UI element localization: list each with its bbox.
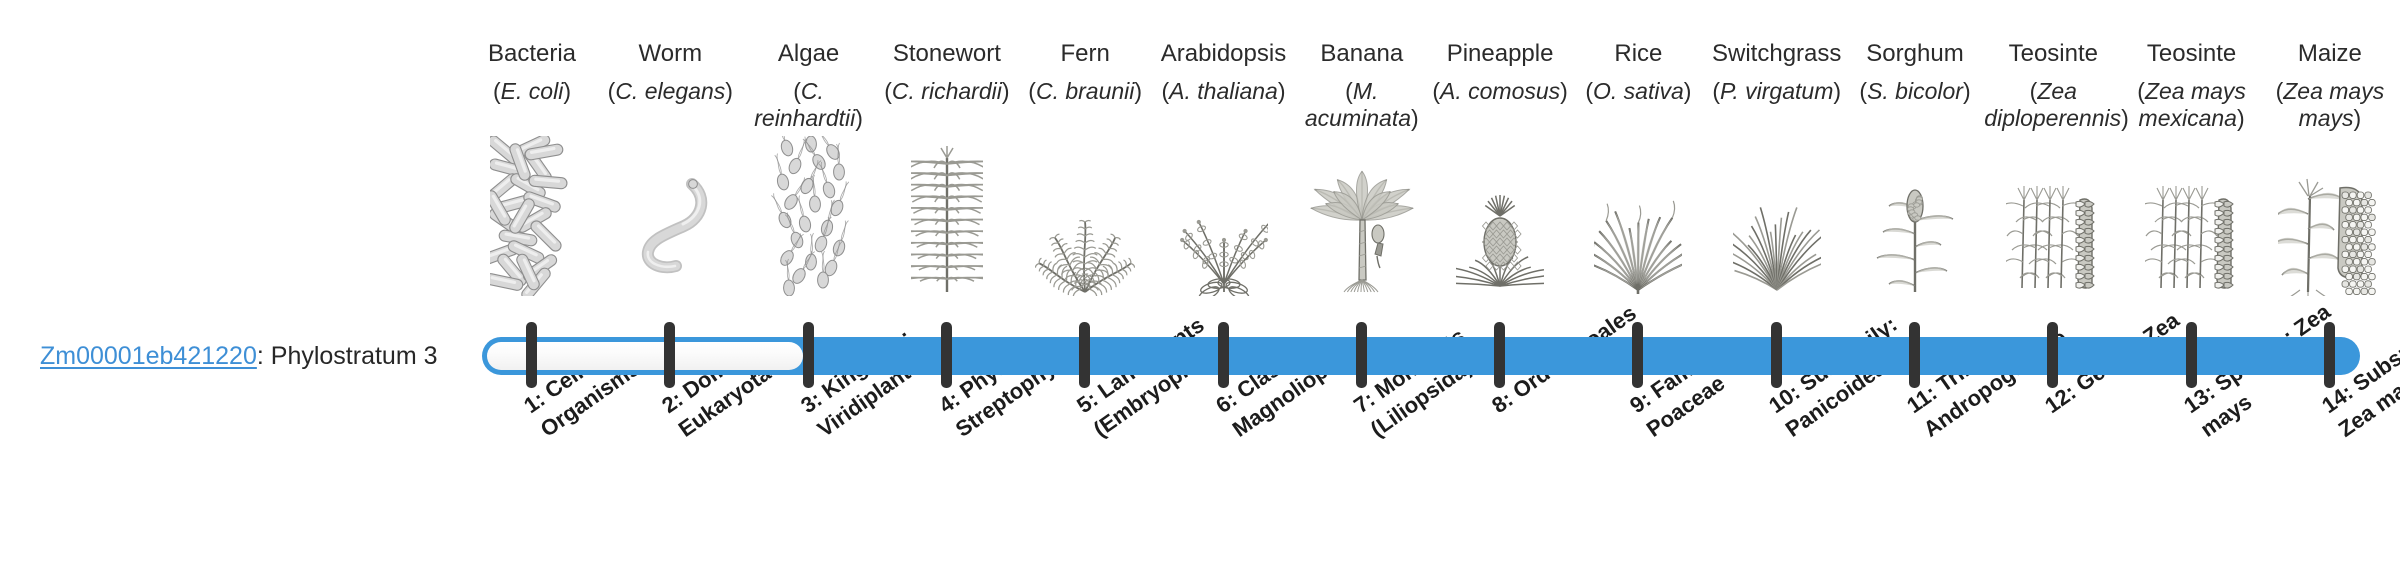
species-common-name: Rice [1614, 40, 1663, 67]
tick-mark-4[interactable] [940, 322, 952, 388]
species-column-stonewort: Stonewort (C. richardii) [878, 0, 1016, 580]
species-column-sorghum: Sorghum (S. bicolor) [1846, 0, 1984, 580]
sorghum-stalk-icon [1846, 168, 1984, 296]
species-column-rice: Rice (O. sativa) [1569, 0, 1707, 580]
tick-mark-14[interactable] [2323, 322, 2335, 388]
species-scientific-name: (C. braunii) [1028, 78, 1143, 104]
tick-mark-10[interactable] [1770, 322, 1782, 388]
species-common-name: Sorghum [1866, 40, 1964, 67]
species-scientific-name: (S. bicolor) [1859, 78, 1971, 104]
species-common-name: Pineapple [1446, 40, 1554, 67]
tick-mark-8[interactable] [1494, 322, 1506, 388]
tick-mark-3[interactable] [802, 322, 814, 388]
species-scientific-name: (Zea diploperennis) [1984, 78, 2129, 131]
tick-mark-9[interactable] [1632, 322, 1644, 388]
species-common-name: Banana [1320, 40, 1404, 67]
species-scientific-name: (Zea mays mexicana) [2137, 78, 2246, 131]
gene-phylostratum-label: Zm00001eb421220: Phylostratum 3 [40, 341, 460, 371]
species-common-name: Fern [1060, 40, 1110, 67]
rice-grass-icon [1569, 168, 1707, 296]
switchgrass-clump-icon [1708, 168, 1846, 296]
species-common-name: Arabidopsis [1160, 40, 1287, 67]
species-scientific-name: (C. reinhardtii) [754, 78, 863, 131]
bacteria-rods-icon [463, 136, 601, 296]
tick-mark-7[interactable] [1355, 322, 1367, 388]
species-common-name: Stonewort [892, 40, 1001, 67]
maize-ear-icon [2261, 168, 2399, 296]
species-column-arabidopsis: Arabidopsis (A. thaliana) [1155, 0, 1293, 580]
species-column-switchgrass: Switchgrass (P. virgatum) [1708, 0, 1846, 580]
gene-label-separator: : [256, 342, 271, 370]
species-column-bacteria: Bacteria (E. coli) [463, 0, 601, 580]
species-column-teosinte: Teosinte (Zea mays mexicana) [2123, 0, 2261, 580]
banana-palm-icon [1293, 168, 1431, 296]
species-common-name: Worm [638, 40, 703, 67]
species-common-name: Switchgrass [1712, 40, 1842, 67]
species-scientific-name: (C. richardii) [884, 78, 1010, 104]
arabidopsis-rosette-icon [1155, 168, 1293, 296]
phylostratum-text: Phylostratum 3 [270, 342, 438, 370]
species-scientific-name: (E. coli) [493, 78, 571, 104]
species-scientific-name: (A. comosus) [1432, 78, 1568, 104]
pineapple-plant-icon [1431, 168, 1569, 296]
nematode-worm-icon [601, 168, 739, 296]
species-common-name: Bacteria [487, 40, 577, 67]
species-column-fern: Fern (C. braunii) [1016, 0, 1154, 580]
tick-mark-1[interactable] [526, 322, 537, 388]
tick-mark-2[interactable] [664, 322, 676, 388]
progress-bar-unfilled-region [487, 342, 803, 370]
species-scientific-name: (A. thaliana) [1161, 78, 1286, 104]
species-column-pineapple: Pineapple (A. comosus) [1431, 0, 1569, 580]
phylostratum-progress-bar[interactable] [482, 337, 2360, 375]
gene-id-link[interactable]: Zm00001eb421220 [40, 342, 257, 370]
species-column-teosinte: Teosinte (Zea diploperennis) [1984, 0, 2129, 580]
species-common-name: Algae [777, 40, 840, 67]
species-column-worm: Worm (C. elegans) [601, 0, 739, 580]
tick-mark-6[interactable] [1217, 322, 1229, 388]
algae-cells-icon [740, 136, 878, 296]
species-scientific-name: (Zea mays mays) [2275, 78, 2385, 131]
species-common-name: Maize [2297, 40, 2362, 67]
species-scientific-name: (M. acuminata) [1304, 78, 1419, 131]
teosinte-diploperennis-icon [1984, 168, 2122, 296]
stonewort-alga-icon [878, 146, 1016, 296]
tick-mark-12[interactable] [2047, 322, 2059, 388]
species-scientific-name: (P. virgatum) [1712, 78, 1842, 104]
tick-mark-13[interactable] [2185, 322, 2197, 388]
tick-mark-5[interactable] [1079, 322, 1091, 388]
species-common-name: Teosinte [2008, 40, 2098, 67]
teosinte-mexicana-icon [2123, 168, 2261, 296]
tick-mark-11[interactable] [1909, 322, 1920, 388]
species-column-algae: Algae (C. reinhardtii) [740, 0, 878, 580]
species-column-banana: Banana (M. acuminata) [1293, 0, 1431, 580]
species-scientific-name: (O. sativa) [1585, 78, 1692, 104]
species-common-name: Teosinte [2146, 40, 2237, 67]
species-column-maize: Maize (Zea mays mays) [2261, 0, 2399, 580]
species-scientific-name: (C. elegans) [607, 78, 733, 104]
fern-frond-icon [1016, 168, 1154, 296]
